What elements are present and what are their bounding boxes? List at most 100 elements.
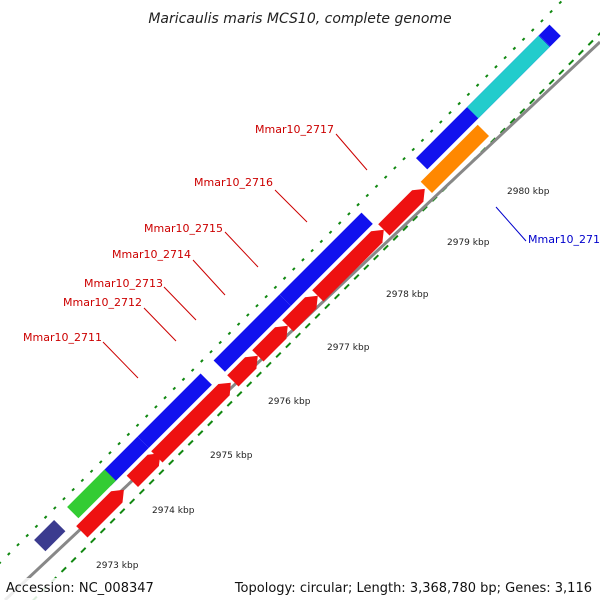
tick-dot bbox=[319, 239, 324, 244]
tick-dot bbox=[475, 83, 480, 87]
gene-features bbox=[34, 24, 561, 552]
tick-dot bbox=[89, 469, 94, 473]
gene-red-8 bbox=[312, 229, 384, 302]
gene-label-Mmar10_2714: Mmar10_2714 bbox=[112, 248, 191, 261]
gene-blue-g bbox=[539, 24, 561, 47]
tick-dot bbox=[499, 127, 506, 134]
leader-Mmar10_2718 bbox=[495, 206, 527, 242]
gene-blue-d bbox=[279, 212, 373, 306]
gene-blue-e bbox=[416, 104, 481, 170]
gene-label-Mmar10_2716: Mmar10_2716 bbox=[194, 176, 273, 189]
tick-dot bbox=[374, 184, 379, 189]
genome-summary: Topology: circular; Length: 3,368,780 bp… bbox=[226, 578, 600, 600]
tick-dot bbox=[314, 312, 321, 319]
gene-label-Mmar10_2717: Mmar10_2717 bbox=[255, 123, 334, 136]
tick-dot bbox=[382, 244, 389, 251]
tick-dot bbox=[333, 293, 340, 300]
tick-dot bbox=[275, 352, 282, 359]
tick-dot bbox=[530, 28, 535, 32]
accession-label: Accession: bbox=[6, 581, 75, 596]
gene-red-1 bbox=[76, 489, 124, 538]
gene-cyan bbox=[467, 35, 550, 119]
tick-dot bbox=[519, 108, 526, 115]
accession-value: NC_008347 bbox=[78, 581, 154, 596]
tick-dot bbox=[255, 304, 259, 308]
tick-dot bbox=[373, 254, 380, 261]
leader-Mmar10_2716 bbox=[274, 189, 308, 223]
tick-dot bbox=[285, 342, 292, 349]
tick-dot bbox=[466, 92, 471, 97]
tick-dot bbox=[503, 55, 507, 60]
tick-dot bbox=[108, 451, 112, 455]
tick-dot bbox=[294, 332, 301, 339]
genes-value: 3,116 bbox=[554, 581, 592, 596]
gene-navy bbox=[34, 520, 66, 552]
leader-Mmar10_2715 bbox=[224, 231, 259, 268]
tick-dot bbox=[383, 175, 388, 179]
tick-dot bbox=[7, 552, 11, 556]
tick-dot bbox=[98, 460, 103, 464]
tick-label-2980-kbp: 2980 kbp bbox=[507, 187, 550, 197]
tick-dot bbox=[538, 88, 545, 95]
tick-dot bbox=[402, 225, 409, 232]
tick-dot bbox=[558, 0, 563, 5]
gene-red-2 bbox=[126, 453, 161, 487]
tick-dot bbox=[197, 430, 204, 437]
gene-green bbox=[67, 469, 116, 519]
gene-blue-a bbox=[99, 436, 149, 486]
tick-dot bbox=[393, 166, 397, 170]
tick-dot bbox=[324, 303, 331, 310]
leader-Mmar10_2717 bbox=[335, 133, 368, 171]
tick-dot bbox=[568, 59, 575, 66]
gene-blue-b bbox=[137, 373, 212, 448]
tick-dot bbox=[168, 459, 175, 466]
tick-dot bbox=[129, 498, 136, 505]
tick-dot bbox=[119, 508, 126, 515]
topology-label: Topology: bbox=[234, 581, 296, 596]
tick-dot bbox=[181, 377, 186, 382]
tick-dot bbox=[190, 368, 195, 372]
tick-dot bbox=[457, 101, 461, 106]
tick-dot bbox=[154, 405, 158, 409]
tick-dot bbox=[218, 340, 222, 345]
length-label: Length: bbox=[356, 581, 406, 596]
tick-dot bbox=[158, 469, 165, 476]
tick-dot bbox=[529, 98, 536, 105]
gene-label-Mmar10_2718: Mmar10_2718 bbox=[528, 233, 600, 246]
tick-dot bbox=[353, 273, 360, 280]
tick-dot bbox=[177, 449, 184, 456]
tick-dot bbox=[62, 497, 66, 501]
tick-dot bbox=[282, 276, 287, 280]
tick-dot bbox=[356, 202, 360, 207]
tick-dot bbox=[207, 420, 214, 427]
tick-dot bbox=[494, 65, 498, 69]
tick-dot bbox=[255, 371, 262, 378]
tick-dot bbox=[53, 506, 57, 510]
gene-label-Mmar10_2715: Mmar10_2715 bbox=[144, 222, 223, 235]
tick-label-2976-kbp: 2976 kbp bbox=[268, 397, 311, 407]
tick-label-2975-kbp: 2975 kbp bbox=[210, 451, 253, 461]
tick-dot bbox=[236, 322, 241, 326]
tick-dot bbox=[16, 542, 20, 547]
gene-label-Mmar10_2712: Mmar10_2712 bbox=[63, 296, 142, 309]
gene-red-5 bbox=[227, 355, 258, 387]
tick-dot bbox=[135, 423, 140, 428]
tick-dot bbox=[216, 410, 223, 417]
tick-dot bbox=[343, 283, 350, 290]
tick-dot bbox=[549, 9, 553, 14]
tick-dot bbox=[99, 527, 106, 534]
tick-dot bbox=[0, 561, 2, 565]
tick-dot bbox=[291, 267, 296, 271]
tick-dot bbox=[90, 537, 97, 544]
tick-dot bbox=[246, 313, 250, 317]
tick-dot bbox=[328, 230, 333, 235]
leader-Mmar10_2713 bbox=[163, 286, 197, 321]
tick-dot bbox=[509, 117, 516, 124]
tick-dot bbox=[301, 258, 305, 262]
tick-dot bbox=[71, 487, 75, 492]
tick-dot bbox=[421, 205, 428, 212]
tick-label-2979-kbp: 2979 kbp bbox=[447, 238, 490, 248]
tick-dot bbox=[172, 386, 177, 391]
tick-dot bbox=[60, 566, 67, 573]
